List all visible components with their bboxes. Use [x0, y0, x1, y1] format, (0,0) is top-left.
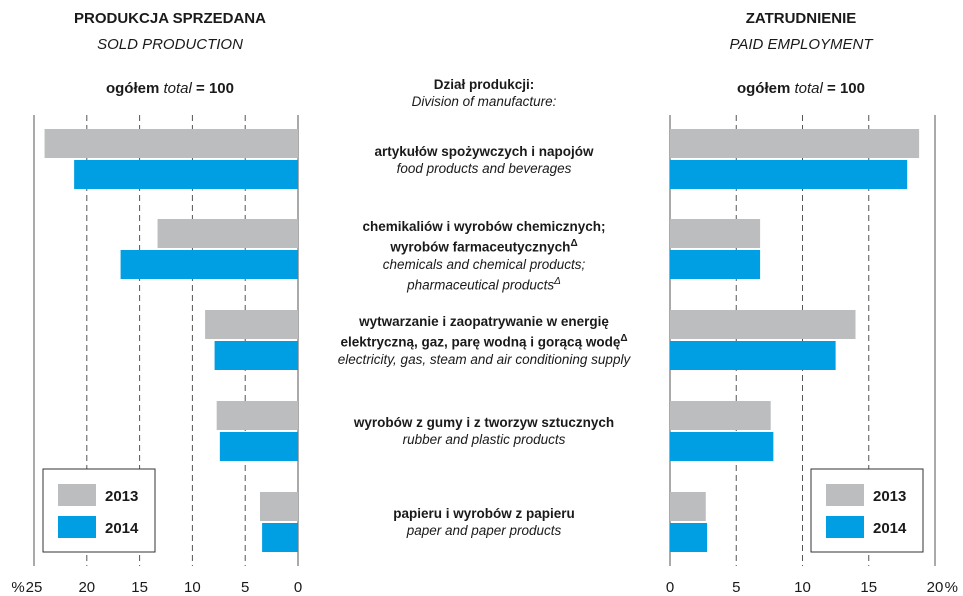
category-en-text: pharmaceutical products — [407, 277, 555, 292]
category-label-rubber: wyrobów z gumy i z tworzyw sztucznych ru… — [310, 414, 658, 448]
tick-label: 0 — [666, 579, 674, 596]
bar-2014-production — [120, 250, 298, 279]
legend-box — [810, 468, 924, 553]
legend-label-2014: 2014 — [873, 520, 907, 537]
bar-2013-employment — [670, 219, 761, 248]
tick-label: 15 — [860, 579, 877, 596]
tick-label: 20 — [78, 579, 95, 596]
category-pl-text: elektryczną, gaz, parę wodną i gorącą wo… — [340, 334, 621, 350]
bar-2013-employment — [670, 492, 706, 521]
legend-box — [42, 468, 156, 553]
legend-swatch-2013 — [58, 484, 96, 506]
category-en-line: paper and paper products — [406, 523, 562, 538]
category-pl-line: wyrobów z gumy i z tworzyw sztucznych — [353, 415, 615, 430]
left-total-header: ogółem total = 100 — [40, 80, 300, 98]
legend-swatch-2013 — [826, 484, 864, 506]
legend-label-2013: 2013 — [873, 488, 906, 505]
category-label-food: artykułów spożywczych i napojów food pro… — [310, 143, 658, 177]
category-en-line: food products and beverages — [396, 161, 572, 176]
bar-2013-employment — [670, 401, 771, 430]
right-total-header: ogółem total = 100 — [670, 80, 932, 98]
footnote-mark: Δ — [554, 275, 561, 287]
right-title: ZATRUDNIENIE — [745, 10, 857, 27]
category-label-chemicals: chemikaliów i wyrobów chemicznych; wyrob… — [310, 218, 658, 293]
bar-2013-production — [44, 129, 299, 158]
category-pl-line: artykułów spożywczych i napojów — [374, 144, 594, 159]
bar-2014-production — [219, 432, 298, 461]
category-pl-text: wyrobów farmaceutycznych — [390, 239, 571, 255]
bar-2013-production — [259, 492, 298, 521]
bar-2014-employment — [670, 160, 908, 189]
category-en-line: rubber and plastic products — [402, 432, 566, 447]
bar-2014-production — [74, 160, 299, 189]
division-header-en: Division of manufacture: — [411, 94, 557, 109]
tick-label: 10 — [794, 579, 811, 596]
bar-2014-production — [262, 523, 298, 552]
category-pl-line: papieru i wyrobów z papieru — [393, 506, 575, 521]
division-header-pl: Dział produkcji: — [433, 77, 535, 92]
category-label-paper: papieru i wyrobów z papieru paper and pa… — [310, 505, 658, 539]
tick-label: 15 — [131, 579, 148, 596]
left-subtitle: SOLD PRODUCTION — [97, 36, 243, 53]
bar-2014-production — [214, 341, 298, 370]
tick-label: 5 — [732, 579, 740, 596]
right-total-en: total — [794, 80, 823, 97]
category-pl-line: wytwarzanie i zaopatrywanie w energię — [359, 314, 609, 329]
category-en-line: electricity, gas, steam and air conditio… — [337, 351, 631, 367]
category-en-line: chemicals and chemical products; — [382, 256, 586, 272]
division-header: Dział produkcji: Division of manufacture… — [320, 76, 648, 110]
legend-swatch-2014 — [58, 516, 96, 538]
category-pl-line-2: wyrobów farmaceutycznychΔ — [310, 235, 658, 256]
legend-swatch-2014 — [826, 516, 864, 538]
left-total-eq: = 100 — [196, 80, 234, 97]
tick-label: 10 — [184, 579, 201, 596]
left-title: PRODUKCJA SPRZEDANA — [74, 10, 266, 27]
unit-label: % — [11, 579, 24, 596]
category-en-line-2: pharmaceutical productsΔ — [310, 273, 658, 294]
footnote-mark: Δ — [620, 333, 628, 344]
tick-label: 20 — [927, 579, 944, 596]
category-pl-line-2: elektryczną, gaz, parę wodną i gorącą wo… — [310, 330, 658, 351]
tick-label: 0 — [294, 579, 302, 596]
category-pl-line: chemikaliów i wyrobów chemicznych; — [362, 219, 606, 234]
bar-2014-employment — [670, 432, 774, 461]
legend-label-2014: 2014 — [105, 520, 139, 537]
footnote-mark: Δ — [570, 238, 578, 249]
bar-2014-employment — [670, 341, 836, 370]
bar-2013-employment — [670, 310, 856, 339]
tick-label: 5 — [241, 579, 249, 596]
bar-2013-employment — [670, 129, 920, 158]
category-label-energy: wytwarzanie i zaopatrywanie w energię el… — [310, 313, 658, 368]
left-total-pl: ogółem — [105, 80, 160, 97]
bar-2013-production — [216, 401, 298, 430]
left-total-en: total — [163, 80, 192, 97]
bar-2013-production — [205, 310, 298, 339]
bar-2013-production — [157, 219, 298, 248]
bar-2014-employment — [670, 523, 708, 552]
unit-label: % — [945, 579, 958, 596]
right-subtitle: PAID EMPLOYMENT — [729, 36, 873, 53]
tick-label: 25 — [26, 579, 43, 596]
legend-label-2013: 2013 — [105, 488, 138, 505]
right-total-pl: ogółem — [736, 80, 791, 97]
bar-2014-employment — [670, 250, 761, 279]
right-total-eq: = 100 — [827, 80, 865, 97]
